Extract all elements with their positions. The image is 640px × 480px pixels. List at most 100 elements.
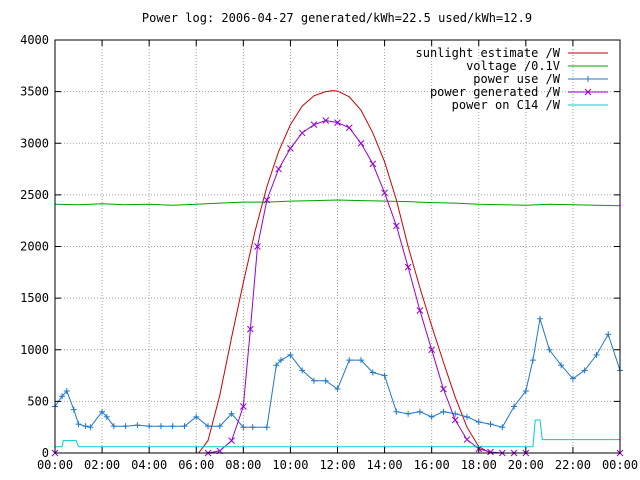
data-point <box>287 351 294 358</box>
x-tick-label: 04:00 <box>131 458 167 472</box>
data-point <box>263 424 270 431</box>
data-point <box>87 424 94 431</box>
data-point <box>511 403 518 410</box>
data-point <box>381 372 388 379</box>
data-point <box>247 325 254 333</box>
data-point <box>263 196 271 204</box>
legend-label: sunlight estimate /W <box>416 46 561 60</box>
x-tick-label: 18:00 <box>461 458 497 472</box>
data-point <box>487 421 494 428</box>
x-tick-label: 06:00 <box>178 458 214 472</box>
y-tick-label: 3000 <box>20 136 49 150</box>
legend-label: voltage /0.1V <box>466 59 560 73</box>
data-point <box>416 307 424 314</box>
data-point <box>334 385 341 392</box>
data-point <box>463 436 471 443</box>
data-point <box>322 377 329 384</box>
x-tick-label: 00:00 <box>602 458 638 472</box>
data-point <box>273 362 280 369</box>
data-point <box>216 423 223 430</box>
y-tick-label: 500 <box>27 394 49 408</box>
data-point <box>146 423 153 430</box>
legend-label: power use /W <box>473 72 560 86</box>
x-tick-label: 20:00 <box>508 458 544 472</box>
data-point <box>59 393 66 400</box>
data-point <box>298 129 306 137</box>
data-point <box>569 375 576 382</box>
data-point <box>440 385 447 393</box>
data-point <box>240 424 247 431</box>
data-point <box>239 403 247 410</box>
data-point <box>70 406 77 413</box>
x-tick-label: 12:00 <box>319 458 355 472</box>
data-point <box>440 408 447 415</box>
data-point <box>310 121 318 129</box>
data-point <box>275 165 282 173</box>
data-point <box>254 243 261 250</box>
legend-marker <box>584 88 592 96</box>
data-point <box>358 357 365 364</box>
data-point <box>522 388 529 395</box>
data-point <box>369 369 376 376</box>
data-point <box>605 331 612 338</box>
data-point <box>546 346 553 353</box>
data-point <box>593 351 600 358</box>
data-point <box>381 189 388 197</box>
legend-label: power generated /W <box>430 85 561 99</box>
legend-label: power on C14 /W <box>452 98 561 112</box>
data-point <box>529 357 536 364</box>
data-point <box>278 357 284 364</box>
data-point <box>228 437 235 444</box>
data-point <box>581 367 588 374</box>
data-point <box>451 416 459 424</box>
data-point <box>181 423 188 430</box>
data-point <box>310 377 317 384</box>
series-1 <box>54 199 621 207</box>
data-point <box>393 222 400 230</box>
data-point <box>110 423 117 430</box>
data-point <box>475 419 482 426</box>
data-point <box>63 388 70 395</box>
data-point <box>82 423 89 430</box>
data-point <box>193 413 200 420</box>
data-point <box>334 119 341 126</box>
data-point <box>228 410 235 417</box>
y-tick-label: 0 <box>42 446 49 460</box>
data-point <box>405 410 412 417</box>
data-point <box>357 139 365 147</box>
series-2 <box>52 315 623 431</box>
series-4 <box>55 419 620 448</box>
y-tick-label: 3500 <box>20 85 49 99</box>
data-point <box>103 413 110 420</box>
data-point <box>99 408 106 415</box>
data-point <box>75 421 82 428</box>
legend-marker <box>585 76 591 82</box>
axis-ticks: 0 500 1000 1500 2000 2500 3000 3500 4000 00:00 02:… <box>20 33 638 472</box>
x-tick-label: 08:00 <box>225 458 261 472</box>
data-point <box>393 408 400 415</box>
data-point <box>345 124 353 132</box>
data-point <box>536 315 543 322</box>
y-tick-label: 1500 <box>20 291 49 305</box>
data-point <box>299 367 306 374</box>
x-tick-label: 02:00 <box>84 458 120 472</box>
data-point <box>346 357 353 364</box>
x-tick-label: 10:00 <box>272 458 308 472</box>
x-tick-label: 00:00 <box>37 458 73 472</box>
x-tick-label: 16:00 <box>414 458 450 472</box>
data-point <box>369 160 377 168</box>
y-tick-label: 2000 <box>20 240 49 254</box>
x-tick-label: 14:00 <box>367 458 403 472</box>
y-tick-label: 2500 <box>20 188 49 202</box>
series-0 <box>55 90 620 454</box>
y-tick-label: 1000 <box>20 343 49 357</box>
data-point <box>322 117 330 124</box>
y-tick-label: 4000 <box>20 33 49 47</box>
data-point <box>287 145 294 152</box>
data-point <box>499 424 506 431</box>
data-point <box>134 422 141 429</box>
data-point <box>487 448 494 456</box>
series-line <box>55 90 620 454</box>
data-point <box>122 423 129 430</box>
